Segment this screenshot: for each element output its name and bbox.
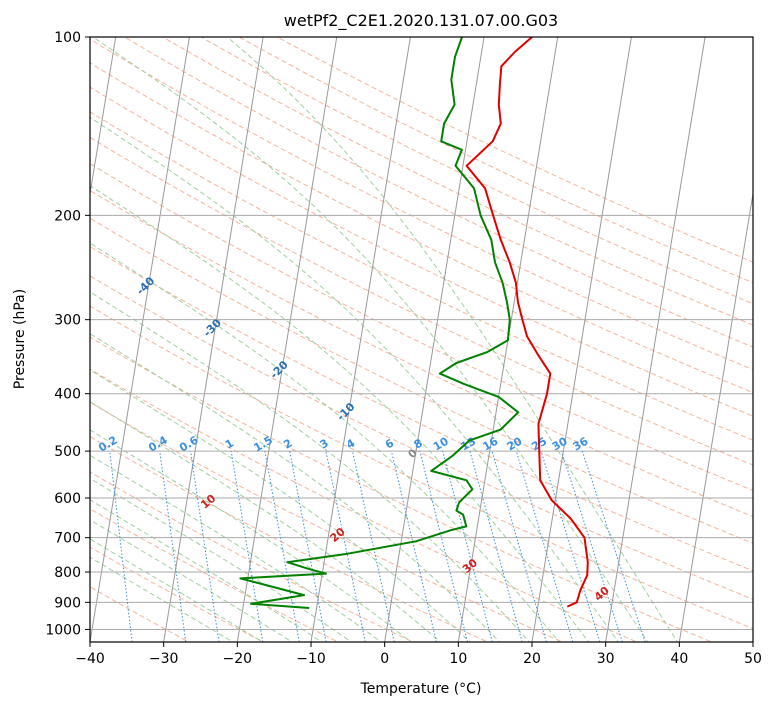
dry-adiabat-line [90,111,753,441]
moist-adiabat-line [90,556,234,642]
moist-adiabat-line [90,291,531,642]
x-tick-label: 20 [523,651,541,667]
dry-adiabat-line [276,37,753,263]
dry-adiabat-line [90,546,265,642]
y-tick-label: 600 [54,491,81,507]
isotherm-line [90,37,117,197]
x-tick-label: −20 [223,651,253,667]
background-lines [90,37,753,642]
moist-adiabat-line [90,477,353,642]
mixing-ratio-line [325,451,366,642]
dry-adiabat-line [90,136,753,466]
mixing-ratio-line [190,451,220,642]
dry-adiabat-line [90,38,753,371]
isotherm-line [678,190,753,642]
dry-adiabat-line [90,189,753,518]
mixing-ratio-line [109,451,133,642]
dry-adiabat-line [90,436,489,642]
dry-adiabat-line [90,217,753,544]
temperature-profile-line [465,37,589,608]
isotherm-line [163,37,264,642]
mixing-ratio-line [469,450,523,642]
dry-adiabat-line [90,163,753,491]
y-tick-label: 500 [54,444,81,460]
dewpoint-profile-line [239,37,520,609]
isotherm-line [384,37,485,642]
dry-adiabat-line [90,246,753,572]
mixing-ratio-line [264,451,300,642]
moist-adiabat-line [90,499,323,642]
mixing-ratio-label: 1 [223,437,236,452]
isotherm-line [90,37,190,642]
y-tick-label: 800 [54,565,81,581]
chart-title: wetPf2_C2E1.2020.131.07.00.G03 [284,11,558,31]
x-tick-label: 30 [597,651,615,667]
isotherm-label: -40 [134,274,157,297]
mixing-ratio-line [390,450,437,642]
y-tick-label: 900 [54,595,81,611]
y-axis-title: Pressure (hPa) [12,289,28,389]
dry-adiabat-line [90,275,753,600]
mixing-ratio-label: 3 [318,437,331,452]
mixing-ratio-line [442,450,493,642]
dry-adiabat-line [90,508,340,642]
isotherm-label: -60 [0,190,23,213]
moist-adiabat-line [90,185,590,642]
profiles [239,37,589,609]
mixing-ratio-line [515,450,574,642]
mixing-ratio-line [159,451,187,642]
mixing-ratio-line [561,450,623,642]
plot-frame [89,36,754,643]
dry-adiabat-line [238,37,753,284]
mixing-ratio-line [491,450,547,642]
x-tick-label: 10 [449,651,467,667]
dry-adiabat-line [90,401,564,642]
isotherm-line [531,37,632,642]
isotherm-line [605,37,706,642]
y-tick-label: 1000 [45,622,81,638]
x-tick-label: −40 [75,651,105,667]
x-tick-label: 50 [744,651,762,667]
isotherm-line [310,37,411,642]
moist-adiabat-line [90,538,264,642]
mixing-ratio-label: 4 [344,436,357,451]
y-tick-label: 400 [54,387,81,403]
x-tick-label: −30 [149,651,179,667]
y-tick-label: 100 [54,30,81,46]
isotherm-line [236,37,338,642]
dry-adiabat-label: 30 [460,556,480,576]
moist-adiabat-line [90,429,412,642]
dry-adiabat-line [90,62,753,394]
mixing-ratio-line [419,450,468,642]
y-axis: 100 200 300 400 500 600 700 800 900 1000 [45,30,90,638]
x-tick-label: 0 [380,651,389,667]
mixing-ratio-line [581,450,646,642]
mixing-ratio-line [230,451,264,642]
x-axis-title: Temperature (°C) [360,681,482,697]
moist-adiabat-line [90,519,293,642]
x-tick-label: 40 [670,651,688,667]
y-tick-label: 700 [54,531,81,547]
y-tick-label: 200 [54,208,81,224]
moist-adiabat-line [90,369,471,642]
mixing-ratio-label: 6 [383,436,396,451]
dry-adiabat-line [90,305,753,630]
x-axis: −40 −30 −20 −10 0 10 20 30 40 50 [75,642,762,667]
isotherm-label: -20 [268,358,291,381]
moist-adiabat-line [226,37,679,642]
mixing-ratio-line [289,451,327,642]
mixing-ratio-line [352,450,395,642]
isotherm-label: -50 [67,232,90,255]
dry-adiabat-line [90,86,753,417]
isotherm-line [752,638,753,642]
dry-adiabat-line [199,37,753,305]
moist-adiabat-line [90,242,560,642]
dry-adiabat-line [161,37,753,326]
y-tick-label: 300 [54,313,81,329]
moist-adiabat-line [90,401,442,642]
dry-adiabat-label: 10 [198,492,218,512]
x-tick-label: −10 [296,651,326,667]
